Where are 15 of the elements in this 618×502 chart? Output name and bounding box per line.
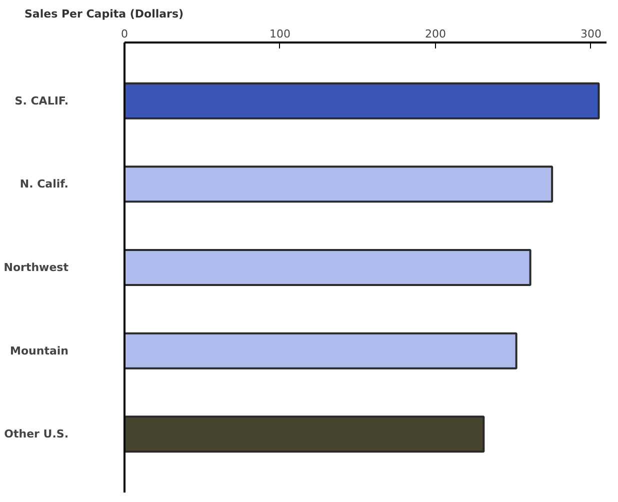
bar — [124, 416, 485, 453]
bar — [124, 166, 554, 203]
y-tick-label: Northwest — [4, 261, 69, 274]
x-tick-label: 0 — [121, 28, 128, 40]
bar — [124, 332, 518, 370]
x-tick-label: 300 — [580, 28, 602, 40]
y-tick-label: Mountain — [10, 344, 69, 358]
bar — [124, 82, 600, 120]
bar — [124, 249, 532, 286]
y-tick-label: S. CALIF. — [14, 94, 69, 108]
x-tick-label: 200 — [424, 28, 446, 40]
y-tick-label: N. Calif. — [20, 178, 69, 191]
y-tick-label: Other U.S. — [4, 428, 69, 441]
x-tick-label: 100 — [269, 28, 290, 40]
x-axis-title: Sales Per Capita (Dollars) — [24, 8, 184, 20]
